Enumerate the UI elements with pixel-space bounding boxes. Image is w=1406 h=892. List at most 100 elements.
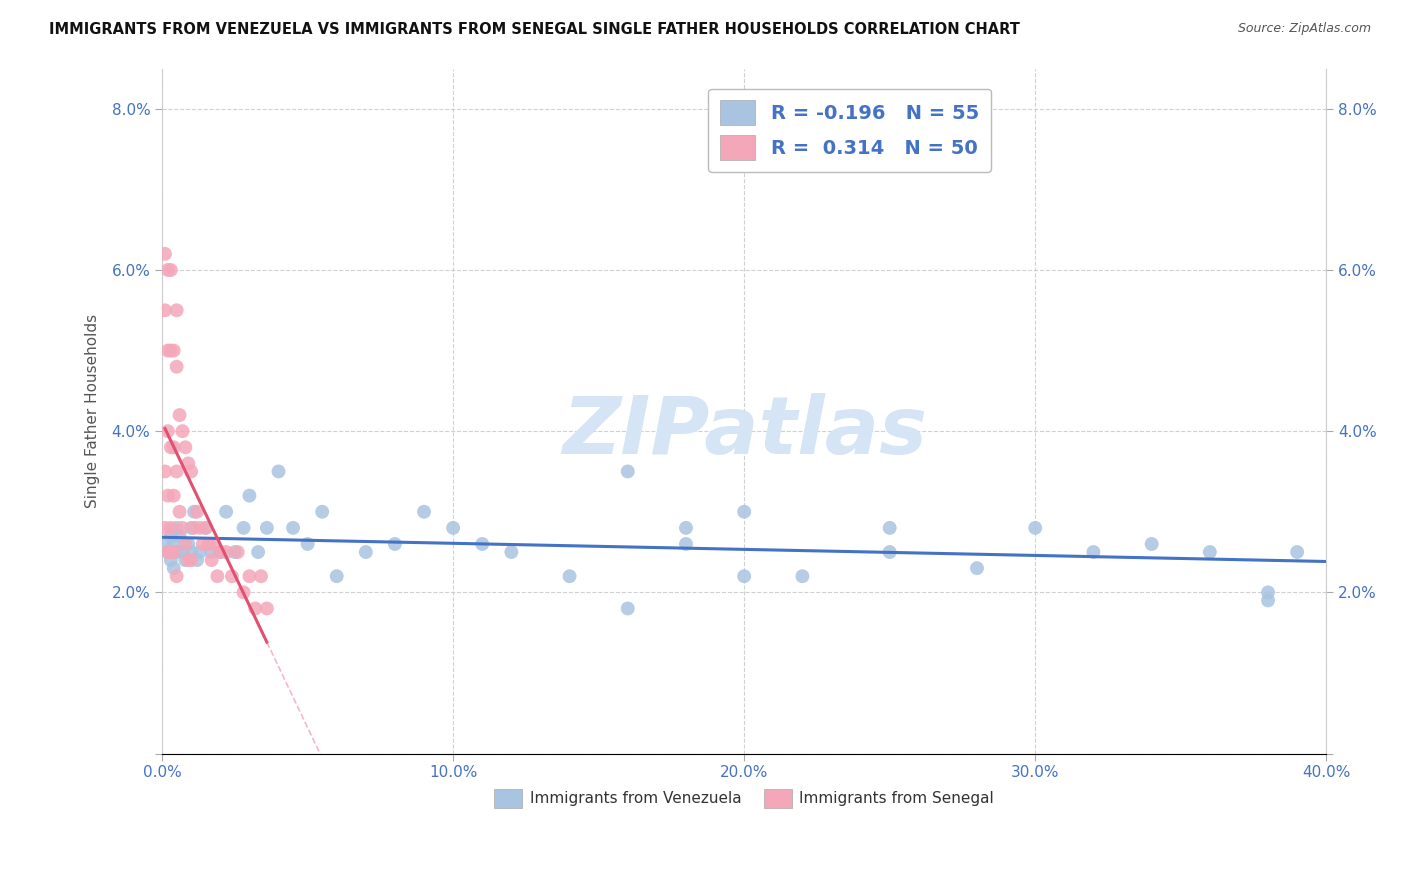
Text: ZIPatlas: ZIPatlas	[561, 392, 927, 471]
Point	[169, 505, 191, 519]
Point	[792, 569, 814, 583]
Point	[159, 553, 181, 567]
Point	[194, 521, 217, 535]
Point	[256, 521, 278, 535]
Point	[177, 457, 200, 471]
Point	[159, 545, 181, 559]
Point	[250, 569, 273, 583]
Point	[879, 545, 901, 559]
Point	[204, 537, 226, 551]
Point	[1198, 545, 1220, 559]
Point	[159, 343, 181, 358]
Point	[156, 263, 179, 277]
Point	[1083, 545, 1105, 559]
Point	[238, 489, 260, 503]
Point	[166, 359, 188, 374]
Point	[166, 303, 188, 318]
Point	[1024, 521, 1046, 535]
Point	[156, 545, 179, 559]
Point	[191, 537, 214, 551]
Point	[163, 561, 186, 575]
Point	[153, 465, 176, 479]
Point	[159, 521, 181, 535]
Point	[325, 569, 347, 583]
Point	[441, 521, 464, 535]
Point	[221, 569, 243, 583]
Point	[163, 545, 186, 559]
Point	[153, 303, 176, 318]
Point	[471, 537, 494, 551]
Point	[384, 537, 406, 551]
Text: Source: ZipAtlas.com: Source: ZipAtlas.com	[1237, 22, 1371, 36]
Point	[879, 521, 901, 535]
Point	[156, 424, 179, 438]
Y-axis label: Single Father Households: Single Father Households	[86, 314, 100, 508]
Point	[188, 521, 211, 535]
Point	[174, 440, 197, 454]
Point	[194, 521, 217, 535]
Point	[207, 569, 229, 583]
Point	[297, 537, 319, 551]
Point	[413, 505, 436, 519]
Point	[153, 247, 176, 261]
Point	[267, 465, 290, 479]
Point	[172, 545, 194, 559]
Point	[180, 521, 202, 535]
Point	[209, 545, 232, 559]
Point	[159, 529, 181, 543]
Point	[159, 263, 181, 277]
Point	[354, 545, 377, 559]
Point	[163, 440, 186, 454]
Point	[245, 601, 267, 615]
Point	[166, 465, 188, 479]
Text: IMMIGRANTS FROM VENEZUELA VS IMMIGRANTS FROM SENEGAL SINGLE FATHER HOUSEHOLDS CO: IMMIGRANTS FROM VENEZUELA VS IMMIGRANTS …	[49, 22, 1021, 37]
Point	[311, 505, 333, 519]
Point	[209, 545, 232, 559]
Point	[247, 545, 270, 559]
Point	[188, 545, 211, 559]
Point	[224, 545, 246, 559]
Point	[215, 545, 238, 559]
Point	[153, 537, 176, 551]
Point	[1257, 585, 1279, 599]
Point	[156, 343, 179, 358]
Point	[169, 408, 191, 422]
Point	[186, 553, 208, 567]
Point	[966, 561, 988, 575]
Point	[226, 545, 249, 559]
Point	[156, 545, 179, 559]
Point	[163, 537, 186, 551]
Point	[616, 465, 638, 479]
Point	[186, 505, 208, 519]
Point	[180, 553, 202, 567]
Point	[172, 424, 194, 438]
Point	[232, 585, 254, 599]
Point	[675, 521, 697, 535]
Point	[281, 521, 304, 535]
Point	[558, 569, 581, 583]
Legend: Immigrants from Venezuela, Immigrants from Senegal: Immigrants from Venezuela, Immigrants fr…	[488, 782, 1000, 814]
Point	[169, 529, 191, 543]
Point	[733, 569, 755, 583]
Point	[1257, 593, 1279, 607]
Point	[256, 601, 278, 615]
Point	[1140, 537, 1163, 551]
Point	[166, 521, 188, 535]
Point	[1286, 545, 1309, 559]
Point	[180, 545, 202, 559]
Point	[163, 489, 186, 503]
Point	[238, 569, 260, 583]
Point	[177, 553, 200, 567]
Point	[166, 545, 188, 559]
Point	[177, 537, 200, 551]
Point	[200, 545, 222, 559]
Point	[616, 601, 638, 615]
Point	[183, 521, 205, 535]
Point	[172, 521, 194, 535]
Point	[675, 537, 697, 551]
Point	[153, 521, 176, 535]
Point	[174, 553, 197, 567]
Point	[183, 505, 205, 519]
Point	[733, 505, 755, 519]
Point	[174, 537, 197, 551]
